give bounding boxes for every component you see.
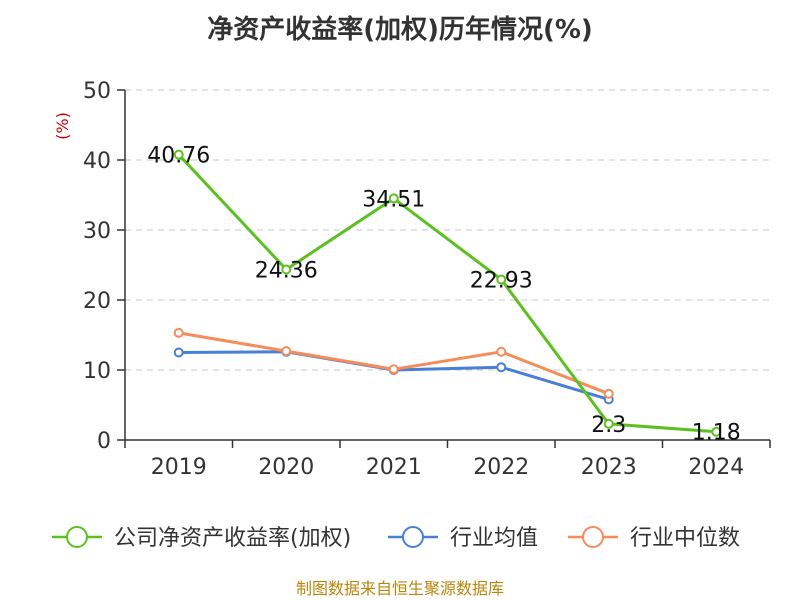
- data-label: 1.18: [692, 421, 741, 446]
- data-point: [173, 149, 184, 160]
- data-point: [496, 346, 507, 357]
- legend-label: 行业均值: [450, 526, 538, 551]
- legend-marker: [66, 526, 88, 548]
- y-tick-label: 0: [97, 429, 111, 454]
- chart-title: 净资产收益率(加权)历年情况(%): [207, 14, 593, 45]
- x-tick-label: 2024: [688, 455, 744, 480]
- y-tick-label: 30: [83, 219, 111, 244]
- x-tick-label: 2022: [473, 455, 529, 480]
- data-label: 34.51: [362, 187, 425, 212]
- data-point: [496, 362, 507, 373]
- data-point: [281, 346, 292, 357]
- y-axis-unit-label: (%): [53, 112, 72, 140]
- legend-label: 公司净资产收益率(加权): [114, 526, 351, 551]
- y-tick-label: 10: [83, 359, 111, 384]
- data-point: [388, 364, 399, 375]
- legend-marker: [582, 526, 604, 548]
- data-label: 22.93: [470, 268, 533, 293]
- legend-label: 行业中位数: [630, 526, 740, 551]
- data-point: [388, 193, 399, 204]
- legend: 公司净资产收益率(加权) 行业均值 行业中位数: [52, 526, 740, 551]
- x-tick-label: 2021: [366, 455, 422, 480]
- x-tick-label: 2020: [258, 455, 314, 480]
- series-line-0: [177, 153, 717, 434]
- series-line-1: [178, 350, 610, 401]
- data-point: [603, 418, 614, 429]
- data-point: [173, 347, 184, 358]
- data-labels: 40.76 24.36 34.51 22.93 2.3 1.18: [147, 144, 740, 446]
- series-line-2: [178, 331, 610, 396]
- x-tick-label: 2019: [151, 455, 207, 480]
- data-label: 40.76: [147, 144, 210, 169]
- series-layer: [173, 149, 722, 437]
- data-point: [173, 327, 184, 338]
- y-tick-label: 20: [83, 289, 111, 314]
- y-tick-label: 40: [83, 149, 111, 174]
- x-tick-label: 2023: [581, 455, 637, 480]
- data-point: [711, 426, 722, 437]
- data-label: 2.3: [591, 413, 626, 438]
- data-point: [496, 274, 507, 285]
- data-point: [281, 264, 292, 275]
- legend-marker: [402, 526, 424, 548]
- data-point: [603, 388, 614, 399]
- grid: [125, 89, 770, 371]
- axes: 0 10 20 30 40 50 2019 2020 2021 2022 2023 2024: [83, 79, 771, 480]
- source-note: 制图数据来自恒生聚源数据库: [296, 579, 504, 598]
- data-label: 24.36: [255, 258, 318, 283]
- y-tick-label: 50: [83, 79, 111, 104]
